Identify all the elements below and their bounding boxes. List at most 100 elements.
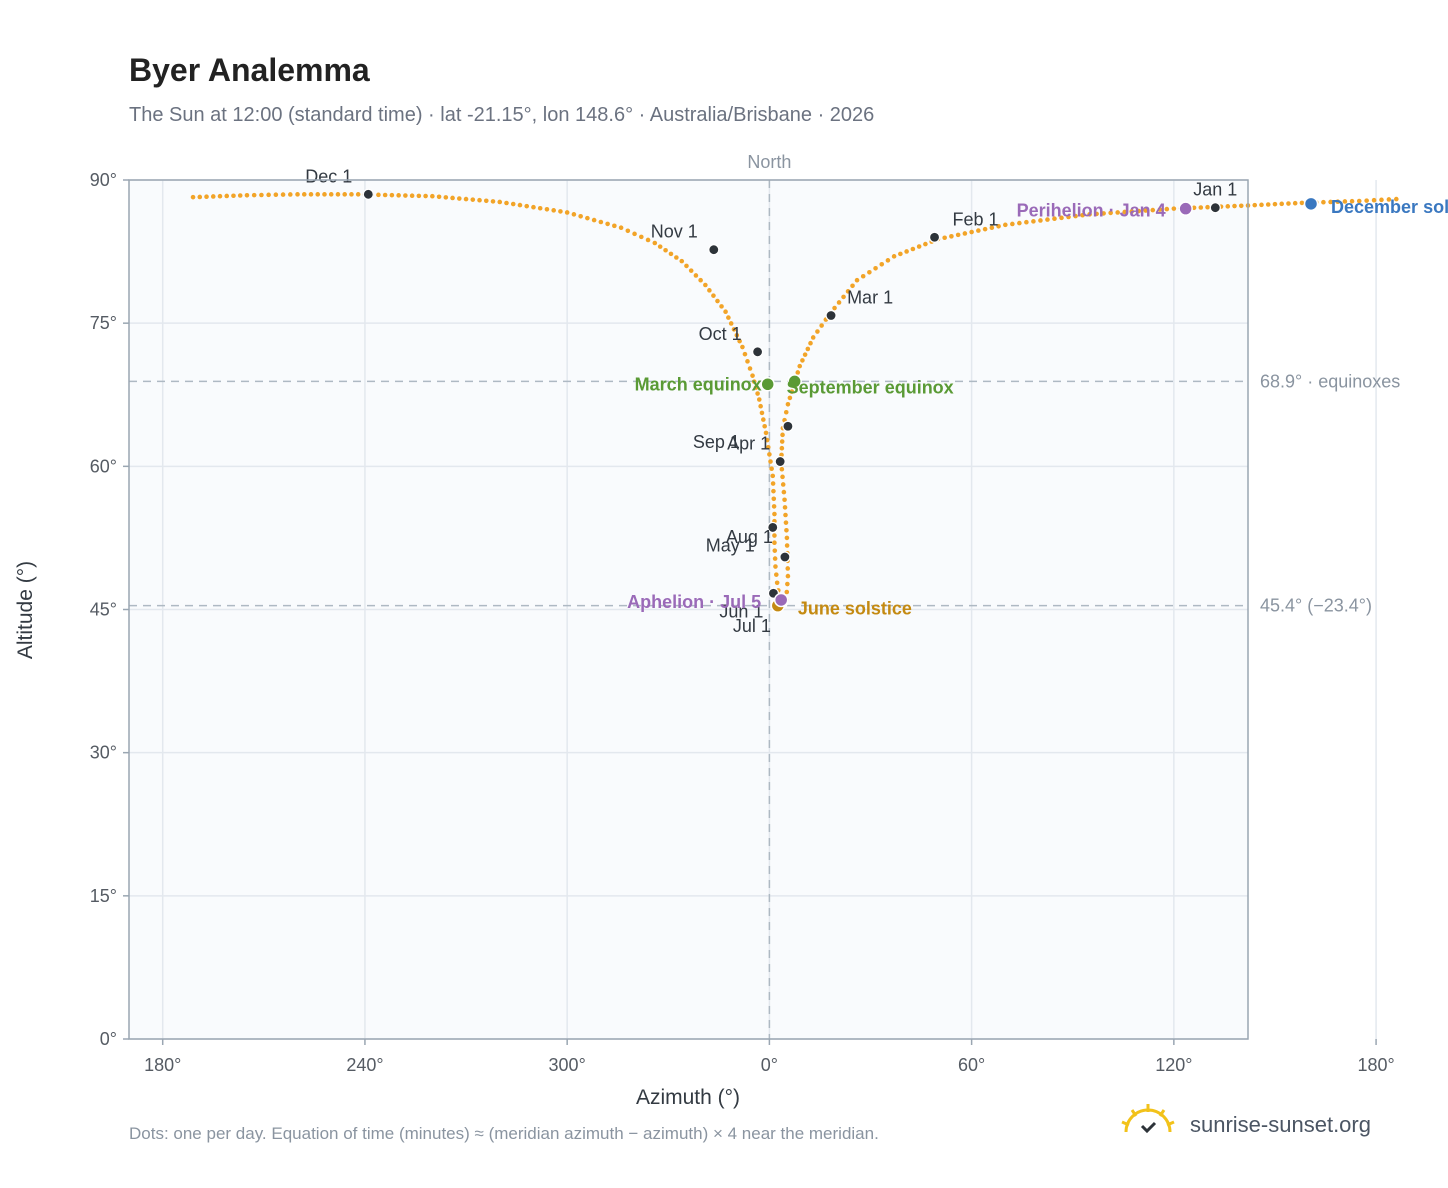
daily-dot xyxy=(723,309,728,315)
daily-dot xyxy=(237,193,243,198)
daily-dot xyxy=(1299,200,1305,206)
daily-dot xyxy=(1292,200,1298,206)
daily-dot xyxy=(783,512,788,518)
daily-dot xyxy=(779,439,785,444)
reference-line-label: 45.4° (−23.4°) xyxy=(1260,596,1372,616)
month-marker xyxy=(928,231,941,243)
daily-dot xyxy=(1108,210,1113,216)
daily-dot xyxy=(403,193,408,198)
daily-dot xyxy=(1122,209,1127,215)
y-tick-label: 30° xyxy=(90,743,117,763)
daily-dot xyxy=(598,219,604,225)
daily-dot xyxy=(1342,199,1348,204)
daily-dot xyxy=(860,273,866,279)
daily-dot xyxy=(1157,207,1163,212)
event-marker xyxy=(1178,201,1193,216)
daily-dot xyxy=(969,229,974,235)
daily-dot xyxy=(224,193,230,199)
daily-dot xyxy=(1150,207,1156,213)
daily-dot xyxy=(591,217,597,223)
month-label: Dec 1 xyxy=(305,166,352,186)
daily-dot xyxy=(231,193,236,199)
daily-dot xyxy=(1265,202,1271,207)
month-marker xyxy=(767,521,779,534)
daily-dot xyxy=(873,265,878,271)
daily-dot xyxy=(1129,209,1135,214)
daily-dot xyxy=(1232,203,1237,209)
x-tick-label: 180° xyxy=(144,1055,181,1075)
daily-dot xyxy=(832,305,837,311)
daily-dot xyxy=(605,221,610,227)
brand[interactable]: sunrise-sunset.org xyxy=(1120,1102,1400,1146)
event-label: December solstice xyxy=(1331,197,1448,217)
daily-dot xyxy=(734,332,740,338)
daily-dot xyxy=(770,473,776,479)
daily-dot xyxy=(217,193,223,199)
x-tick-label: 180° xyxy=(1357,1055,1394,1075)
month-marker xyxy=(779,551,791,563)
daily-dot xyxy=(663,247,668,253)
daily-dot xyxy=(761,417,766,422)
daily-dot xyxy=(273,192,279,198)
daily-dot xyxy=(389,192,395,198)
daily-dot xyxy=(795,370,801,375)
daily-dot xyxy=(266,192,271,198)
daily-dot xyxy=(210,194,216,199)
north-label: North xyxy=(747,152,791,172)
daily-dot xyxy=(564,210,570,215)
daily-dot xyxy=(1386,197,1392,202)
daily-dot xyxy=(923,241,928,247)
daily-dot xyxy=(1045,217,1050,222)
daily-dot xyxy=(443,195,449,200)
daily-dot xyxy=(197,194,203,200)
daily-dot xyxy=(763,430,769,436)
daily-dot xyxy=(785,566,791,571)
month-label: Oct 1 xyxy=(699,324,742,344)
daily-dot xyxy=(632,231,637,237)
daily-dot xyxy=(315,192,321,197)
x-tick-label: 0° xyxy=(761,1055,778,1075)
daily-dot xyxy=(490,199,496,204)
daily-dot xyxy=(772,533,777,538)
daily-dot xyxy=(1052,216,1057,222)
daily-dot xyxy=(504,200,509,206)
daily-dot xyxy=(772,556,778,561)
daily-dot xyxy=(551,208,556,213)
daily-dot xyxy=(703,282,708,288)
daily-dot xyxy=(618,225,624,231)
chart-subtitle: The Sun at 12:00 (standard time) · lat -… xyxy=(129,104,875,126)
daily-dot xyxy=(537,205,543,211)
daily-dot xyxy=(251,192,257,198)
daily-dot xyxy=(782,497,787,503)
daily-dot xyxy=(1225,204,1231,209)
daily-dot xyxy=(349,192,354,197)
daily-dot xyxy=(1164,206,1170,212)
daily-dot xyxy=(772,511,777,517)
y-tick-label: 0° xyxy=(100,1029,117,1049)
daily-dot xyxy=(470,197,476,202)
daily-dot xyxy=(759,410,765,416)
month-label: May 1 xyxy=(706,535,755,555)
daily-dot xyxy=(836,300,842,305)
daily-dot xyxy=(416,193,422,199)
brand-name: sunrise-sunset.org xyxy=(1190,1112,1371,1137)
y-tick-label: 90° xyxy=(90,170,117,190)
daily-dot xyxy=(612,223,617,229)
daily-dot xyxy=(1238,203,1244,209)
daily-dot xyxy=(382,192,388,198)
daily-dot xyxy=(783,520,789,525)
daily-dot xyxy=(1286,201,1291,206)
daily-dot xyxy=(1371,197,1377,203)
daily-dot xyxy=(750,373,755,378)
daily-dot xyxy=(1115,210,1120,215)
daily-dot xyxy=(764,437,770,443)
y-axis-ticks: 0° 15° 30° 45° 60° 75° 90° xyxy=(90,170,129,1049)
daily-dot xyxy=(1171,206,1177,211)
month-marker xyxy=(825,309,837,322)
daily-dot xyxy=(328,192,334,197)
daily-dot xyxy=(1094,211,1099,217)
daily-dot xyxy=(755,391,760,396)
daily-dot xyxy=(1394,196,1399,202)
daily-dot xyxy=(430,193,435,199)
